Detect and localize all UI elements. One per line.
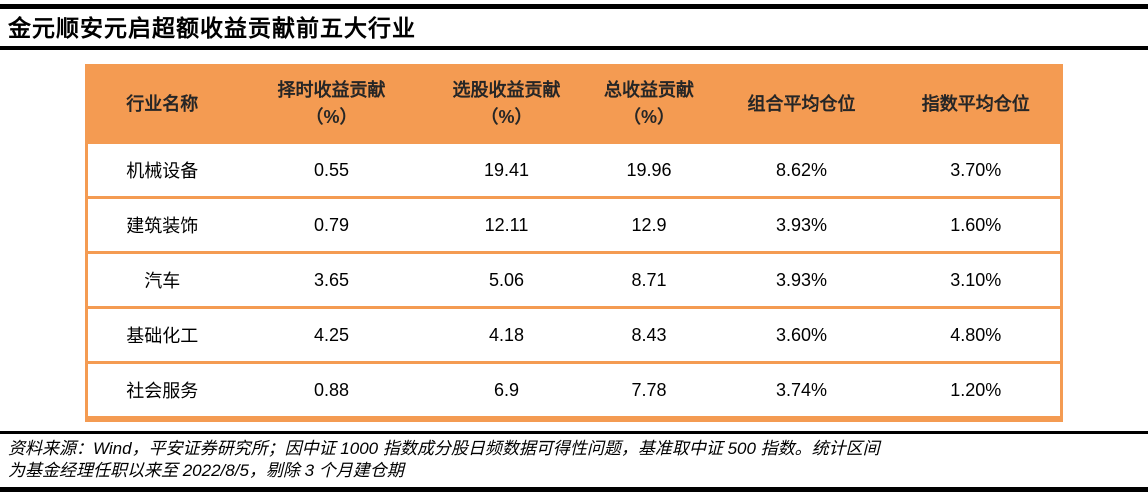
col-header-industry-name: 行业名称	[86, 64, 237, 144]
col-header-label: 总收益贡献	[604, 80, 694, 100]
col-header-total-contribution: 总收益贡献 （%）	[586, 64, 712, 144]
col-header-label: 行业名称	[126, 93, 199, 114]
cell-selection: 12.11	[426, 197, 587, 254]
col-header-unit: （%）	[305, 107, 358, 127]
cell-index-position: 1.60%	[891, 197, 1062, 254]
table-header-row: 行业名称 择时收益贡献 （%） 选股收益贡献 （%） 总收益贡献 （%） 组合平…	[86, 64, 1062, 144]
cell-industry: 建筑装饰	[86, 197, 237, 254]
cell-selection: 4.18	[426, 307, 587, 364]
cell-timing: 0.55	[236, 144, 427, 199]
cell-portfolio-position: 3.74%	[711, 362, 892, 419]
table-row: 汽车 3.65 5.06 8.71 3.93% 3.10%	[86, 252, 1062, 309]
cell-selection: 6.9	[426, 362, 587, 419]
table-row: 基础化工 4.25 4.18 8.43 3.60% 4.80%	[86, 307, 1062, 364]
table-row: 建筑装饰 0.79 12.11 12.9 3.93% 1.60%	[86, 197, 1062, 254]
page-title: 金元顺安元启超额收益贡献前五大行业	[8, 15, 416, 41]
cell-index-position: 1.20%	[891, 362, 1062, 419]
source-note-line-2: 为基金经理任职以来至 2022/8/5，剔除 3 个月建仓期	[8, 461, 404, 480]
bottom-divider	[0, 487, 1148, 492]
cell-total: 7.78	[586, 362, 712, 419]
col-header-stock-selection-contribution: 选股收益贡献 （%）	[426, 64, 587, 144]
col-header-label: 指数平均仓位	[921, 93, 1030, 114]
cell-portfolio-position: 3.93%	[711, 252, 892, 309]
report-table-figure: 金元顺安元启超额收益贡献前五大行业 行业名称 择时收益贡献 （%） 选股收益贡献	[0, 4, 1148, 497]
cell-timing: 4.25	[236, 307, 427, 364]
cell-total: 19.96	[586, 144, 712, 199]
top-divider	[0, 4, 1148, 9]
cell-industry: 汽车	[86, 252, 237, 309]
industry-contribution-table: 行业名称 择时收益贡献 （%） 选股收益贡献 （%） 总收益贡献 （%） 组合平…	[85, 64, 1063, 422]
table-row: 社会服务 0.88 6.9 7.78 3.74% 1.20%	[86, 362, 1062, 419]
cell-portfolio-position: 8.62%	[711, 144, 892, 199]
col-header-label: 选股收益贡献	[452, 80, 561, 100]
cell-industry: 基础化工	[86, 307, 237, 364]
col-header-index-avg-position: 指数平均仓位	[891, 64, 1062, 144]
source-divider	[0, 431, 1148, 434]
cell-total: 12.9	[586, 197, 712, 254]
cell-industry: 社会服务	[86, 362, 237, 419]
cell-total: 8.71	[586, 252, 712, 309]
cell-timing: 0.88	[236, 362, 427, 419]
cell-index-position: 3.70%	[891, 144, 1062, 199]
cell-portfolio-position: 3.93%	[711, 197, 892, 254]
cell-index-position: 3.10%	[891, 252, 1062, 309]
cell-timing: 3.65	[236, 252, 427, 309]
col-header-unit: （%）	[622, 107, 675, 127]
cell-industry: 机械设备	[86, 144, 237, 199]
cell-selection: 19.41	[426, 144, 587, 199]
cell-portfolio-position: 3.60%	[711, 307, 892, 364]
col-header-timing-contribution: 择时收益贡献 （%）	[236, 64, 427, 144]
cell-timing: 0.79	[236, 197, 427, 254]
cell-selection: 5.06	[426, 252, 587, 309]
source-note-line-1: 资料来源：Wind，平安证券研究所；因中证 1000 指数成分股日频数据可得性问…	[8, 439, 880, 458]
col-header-unit: （%）	[480, 107, 533, 127]
title-divider	[0, 46, 1148, 50]
cell-index-position: 4.80%	[891, 307, 1062, 364]
col-header-label: 组合平均仓位	[747, 93, 856, 114]
source-note: 资料来源：Wind，平安证券研究所；因中证 1000 指数成分股日频数据可得性问…	[8, 438, 1148, 482]
col-header-portfolio-avg-position: 组合平均仓位	[711, 64, 892, 144]
cell-total: 8.43	[586, 307, 712, 364]
col-header-label: 择时收益贡献	[277, 80, 386, 100]
table-row: 机械设备 0.55 19.41 19.96 8.62% 3.70%	[86, 144, 1062, 199]
